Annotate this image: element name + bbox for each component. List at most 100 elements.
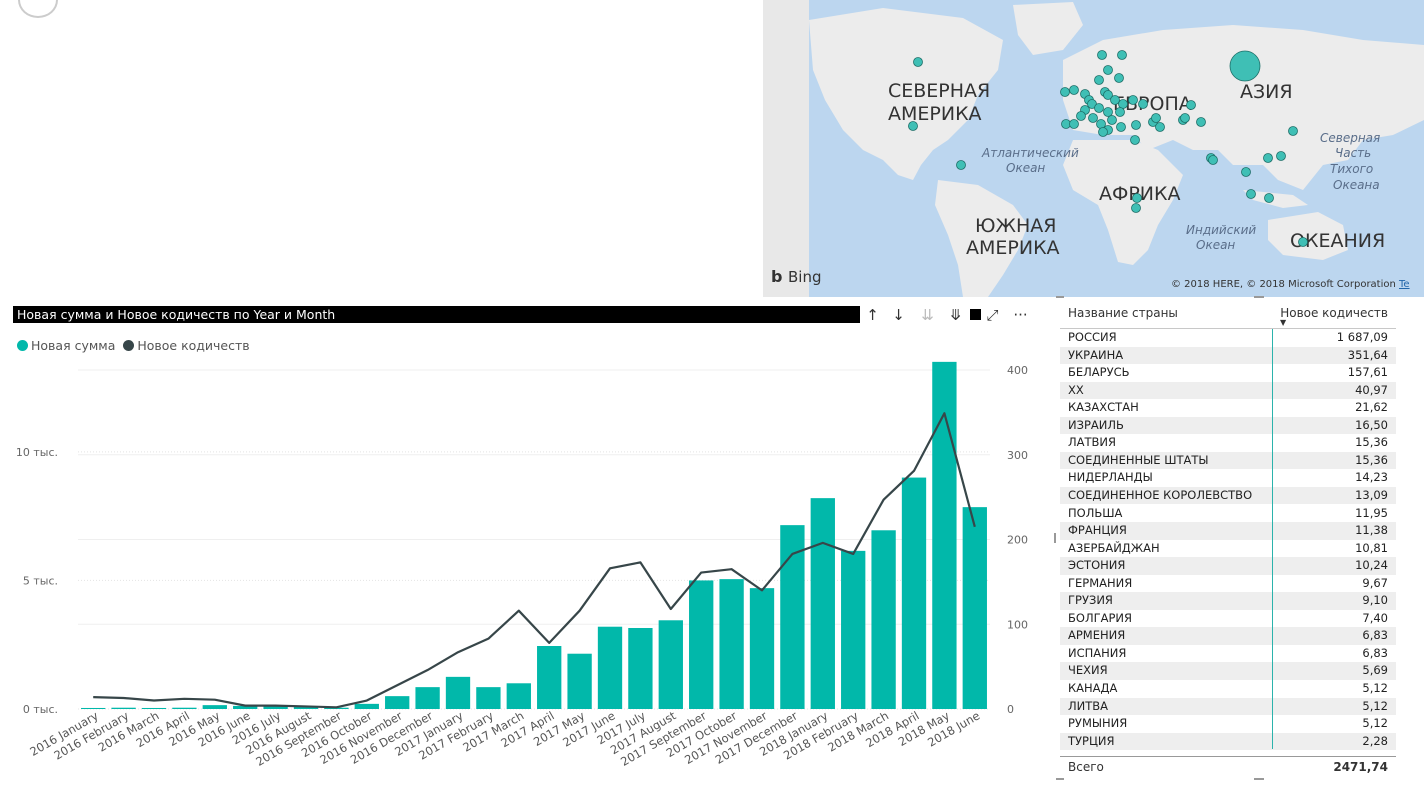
map-bubble[interactable] xyxy=(908,121,918,131)
bar-new-sum[interactable] xyxy=(293,706,319,709)
bar-new-sum[interactable] xyxy=(141,707,167,709)
table-row[interactable]: ТУРЦИЯ 2,28 xyxy=(1060,732,1396,751)
bar-new-sum[interactable] xyxy=(841,550,866,709)
map-bubbles[interactable] xyxy=(908,50,1308,247)
table-row[interactable]: ПОЛЬША 11,95 xyxy=(1060,505,1396,523)
table-row[interactable]: ГРУЗИЯ 9,10 xyxy=(1060,592,1396,610)
map-bubble[interactable] xyxy=(1115,107,1125,117)
bar-new-sum[interactable] xyxy=(506,683,531,709)
map-bubble[interactable] xyxy=(1116,122,1126,132)
map-bubble[interactable] xyxy=(1151,113,1161,123)
focus-mode-icon[interactable]: ⤢ xyxy=(986,306,999,324)
map-bubble[interactable] xyxy=(1117,50,1127,60)
back-button[interactable] xyxy=(18,0,58,18)
combo-chart[interactable]: 0 тыс. 5 тыс. 10 тыс. 0 100 200 300 400 2016 J… xyxy=(0,350,1040,786)
table-row[interactable]: ФРАНЦИЯ 11,38 xyxy=(1060,522,1396,540)
bar-new-sum[interactable] xyxy=(354,703,379,709)
resize-handle[interactable] xyxy=(1056,296,1064,298)
table-row[interactable]: УКРАИНА 351,64 xyxy=(1060,346,1396,365)
resize-handle[interactable] xyxy=(1056,778,1064,780)
bar-new-sum[interactable] xyxy=(263,705,288,709)
resize-handle[interactable] xyxy=(1254,778,1264,780)
map-visual[interactable]: СЕВЕРНАЯ АМЕРИКА ЮЖНАЯ АМЕРИКА ЕВРОПА АЗ… xyxy=(763,0,1424,297)
table-row[interactable]: СОЕДИНЕННЫЕ ШТАТЫ 15,36 xyxy=(1060,451,1396,470)
map-bubble[interactable] xyxy=(1288,126,1298,136)
legend-item-count[interactable]: Новое кодичеств xyxy=(119,338,250,353)
map-bubble[interactable] xyxy=(1060,87,1070,97)
bar-new-sum[interactable] xyxy=(385,696,410,709)
map-bubble[interactable] xyxy=(1246,189,1256,199)
bar-new-sum[interactable] xyxy=(445,676,471,709)
map-bubble[interactable] xyxy=(1208,155,1218,165)
map-bubble[interactable] xyxy=(1298,237,1308,247)
table-row[interactable]: БОЛГАРИЯ 7,40 xyxy=(1060,610,1396,628)
table-row[interactable]: КАНАДА 5,12 xyxy=(1060,680,1396,698)
map-bubble[interactable] xyxy=(1088,113,1098,123)
bar-new-sum[interactable] xyxy=(537,646,562,709)
map-bubble[interactable] xyxy=(1138,99,1148,109)
chart-bars[interactable] xyxy=(81,361,987,709)
map-bubble[interactable] xyxy=(1069,119,1079,129)
table-row[interactable]: ЧЕХИЯ 5,69 xyxy=(1060,662,1396,680)
bar-new-sum[interactable] xyxy=(901,477,927,709)
expand-all-icon[interactable]: ⇊ xyxy=(921,306,934,324)
map-bubble[interactable] xyxy=(1094,103,1104,113)
bar-new-sum[interactable] xyxy=(172,707,197,709)
column-header-count[interactable]: Новое кодичеств xyxy=(1280,306,1388,320)
drill-down-icon[interactable]: ↓ xyxy=(892,306,905,324)
map-bubble[interactable] xyxy=(1107,115,1117,125)
table-row[interactable]: ЛАТВИЯ 15,36 xyxy=(1060,434,1396,452)
table-row[interactable]: ИЗРАИЛЬ 16,50 xyxy=(1060,416,1396,435)
table-row[interactable]: СОЕДИНЕННОЕ КОРОЛЕВСТВО 13,09 xyxy=(1060,486,1396,505)
resize-handle[interactable] xyxy=(1054,533,1056,543)
table-row[interactable]: РУМЫНИЯ 5,12 xyxy=(1060,715,1396,733)
table-row[interactable]: БЕЛАРУСЬ 157,61 xyxy=(1060,364,1396,382)
column-header-country[interactable]: Название страны xyxy=(1068,306,1178,320)
bar-new-sum[interactable] xyxy=(567,653,592,709)
table-row[interactable]: ИСПАНИЯ 6,83 xyxy=(1060,645,1396,663)
map-bubble[interactable] xyxy=(1098,127,1108,137)
table-row[interactable]: АРМЕНИЯ 6,83 xyxy=(1060,627,1396,645)
bar-new-sum[interactable] xyxy=(932,361,957,709)
bar-new-sum[interactable] xyxy=(871,530,896,709)
map-bubble[interactable] xyxy=(1155,122,1165,132)
bar-new-sum[interactable] xyxy=(749,588,775,709)
bar-new-sum[interactable] xyxy=(476,687,501,709)
bar-new-sum[interactable] xyxy=(81,707,106,709)
bar-new-sum[interactable] xyxy=(810,498,835,709)
map-bubble[interactable] xyxy=(1103,65,1113,75)
map-bubble[interactable] xyxy=(1186,100,1196,110)
map-bubble[interactable] xyxy=(1110,95,1120,105)
map-bubble[interactable] xyxy=(956,160,966,170)
line-new-count[interactable] xyxy=(93,412,976,709)
drill-up-icon[interactable]: ↑ xyxy=(866,306,879,324)
bar-new-sum[interactable] xyxy=(597,626,623,709)
filter-square-icon[interactable] xyxy=(970,309,981,320)
bar-new-sum[interactable] xyxy=(628,628,653,709)
map-bubble[interactable] xyxy=(1263,153,1273,163)
map-bubble[interactable] xyxy=(1114,73,1124,83)
bar-new-sum[interactable] xyxy=(719,579,744,709)
terms-link[interactable]: Te xyxy=(1398,279,1410,290)
map-bubble[interactable] xyxy=(1132,193,1142,203)
bar-new-sum[interactable] xyxy=(658,620,683,709)
map-bubble[interactable] xyxy=(1103,90,1113,100)
map-bubble[interactable] xyxy=(1180,113,1190,123)
map-bubble[interactable] xyxy=(1130,135,1140,145)
bar-new-sum[interactable] xyxy=(689,580,714,709)
map-bubble[interactable] xyxy=(1076,111,1086,121)
resize-handle[interactable] xyxy=(1254,296,1264,298)
bar-new-sum[interactable] xyxy=(233,705,258,709)
bar-new-sum[interactable] xyxy=(780,525,805,709)
map-bubble[interactable] xyxy=(1241,167,1251,177)
bar-new-sum[interactable] xyxy=(962,507,987,709)
chart-line[interactable] xyxy=(93,412,976,709)
table-row[interactable]: ЛИТВА 5,12 xyxy=(1060,697,1396,716)
more-options-icon[interactable]: ··· xyxy=(1013,306,1028,324)
table-row[interactable]: ЭСТОНИЯ 10,24 xyxy=(1060,557,1396,575)
table-row[interactable]: ГЕРМАНИЯ 9,67 xyxy=(1060,575,1396,593)
map-bubble[interactable] xyxy=(1196,117,1206,127)
map-bubble[interactable] xyxy=(1131,203,1141,213)
map-bubble[interactable] xyxy=(1103,107,1113,117)
table-row[interactable]: КАЗАХСТАН 21,62 xyxy=(1060,399,1396,417)
